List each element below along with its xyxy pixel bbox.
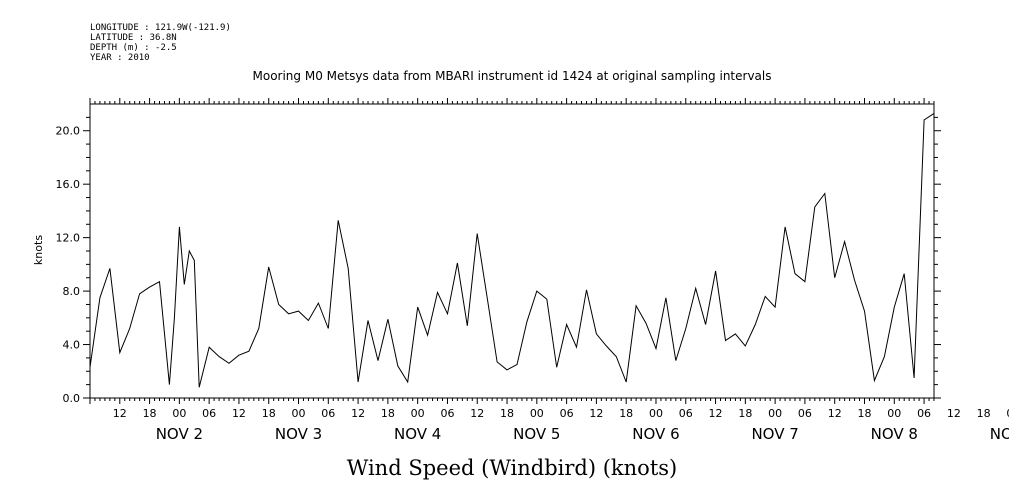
date-label: NOV 5: [513, 425, 560, 443]
x-tick-label: 18: [857, 407, 871, 420]
y-tick-labels: 0.0 4.0 8.0 12.0 16.0 20.0: [56, 125, 81, 405]
y-tick-label: 0.0: [63, 392, 81, 405]
y-axis-label: knots: [32, 235, 45, 265]
x-tick-label: 00: [292, 407, 306, 420]
date-label: NOV 7: [751, 425, 798, 443]
x-tick-label: 12: [589, 407, 603, 420]
y-tick-label: 12.0: [56, 232, 81, 245]
x-tick-label: 06: [321, 407, 335, 420]
date-labels: NOV 2 NOV 3 NOV 4 NOV 5 NOV 6 NOV 7 NOV 8 NOV 9: [156, 425, 1009, 443]
longitude-text: LONGITUDE : 121.9W(-121.9): [90, 23, 231, 33]
latitude-text: LATITUDE : 36.8N: [90, 33, 177, 43]
x-tick-label: 06: [560, 407, 574, 420]
x-tick-label: 18: [143, 407, 157, 420]
x-tick-label: 18: [977, 407, 991, 420]
series-group: [89, 112, 935, 388]
metadata-block: LONGITUDE : 121.9W(-121.9) LATITUDE : 36…: [90, 23, 231, 63]
x-tick-label: 12: [470, 407, 484, 420]
x-tick-label: 06: [440, 407, 454, 420]
y-tick-label: 8.0: [63, 285, 81, 298]
x-axis-label: Wind Speed (Windbird) (knots): [347, 456, 677, 480]
x-tick-label: 00: [411, 407, 425, 420]
depth-text: DEPTH (m) : -2.5: [90, 43, 177, 53]
x-tick-label: 12: [828, 407, 842, 420]
x-tick-label: 18: [500, 407, 514, 420]
x-tick-label: 06: [202, 407, 216, 420]
wind-speed-line: [89, 112, 935, 388]
x-tick-labels: 12 18 00 06 12 18 00 06 12 18 00 06 12 18 00 06 12 18 00 06…: [113, 407, 1009, 420]
x-tick-label: 06: [798, 407, 812, 420]
y-tick-label: 20.0: [56, 125, 81, 138]
x-tick-label: 12: [351, 407, 365, 420]
x-tick-label: 12: [232, 407, 246, 420]
x-tick-label: 18: [381, 407, 395, 420]
chart-title: Mooring M0 Metsys data from MBARI instru…: [253, 69, 772, 83]
x-tick-label: 00: [530, 407, 544, 420]
x-tick-label: 00: [172, 407, 186, 420]
date-label: NOV 8: [871, 425, 918, 443]
y-tick-label: 4.0: [63, 339, 81, 352]
x-tick-label: 12: [709, 407, 723, 420]
x-tick-label: 18: [619, 407, 633, 420]
x-tick-label: 12: [947, 407, 961, 420]
x-tick-label: 12: [113, 407, 127, 420]
year-text: YEAR : 2010: [90, 53, 150, 63]
axis-ticks: [83, 98, 941, 404]
x-tick-label: 06: [917, 407, 931, 420]
date-label: NOV 2: [156, 425, 203, 443]
x-tick-label: 00: [1006, 407, 1009, 420]
x-tick-label: 18: [738, 407, 752, 420]
date-label: NOV 6: [632, 425, 679, 443]
x-tick-label: 00: [887, 407, 901, 420]
date-label: NOV 9: [990, 425, 1009, 443]
date-label: NOV 3: [275, 425, 322, 443]
x-tick-label: 06: [679, 407, 693, 420]
x-tick-label: 18: [262, 407, 276, 420]
date-label: NOV 4: [394, 425, 441, 443]
x-tick-label: 00: [768, 407, 782, 420]
y-tick-label: 16.0: [56, 178, 81, 191]
x-tick-label: 00: [649, 407, 663, 420]
